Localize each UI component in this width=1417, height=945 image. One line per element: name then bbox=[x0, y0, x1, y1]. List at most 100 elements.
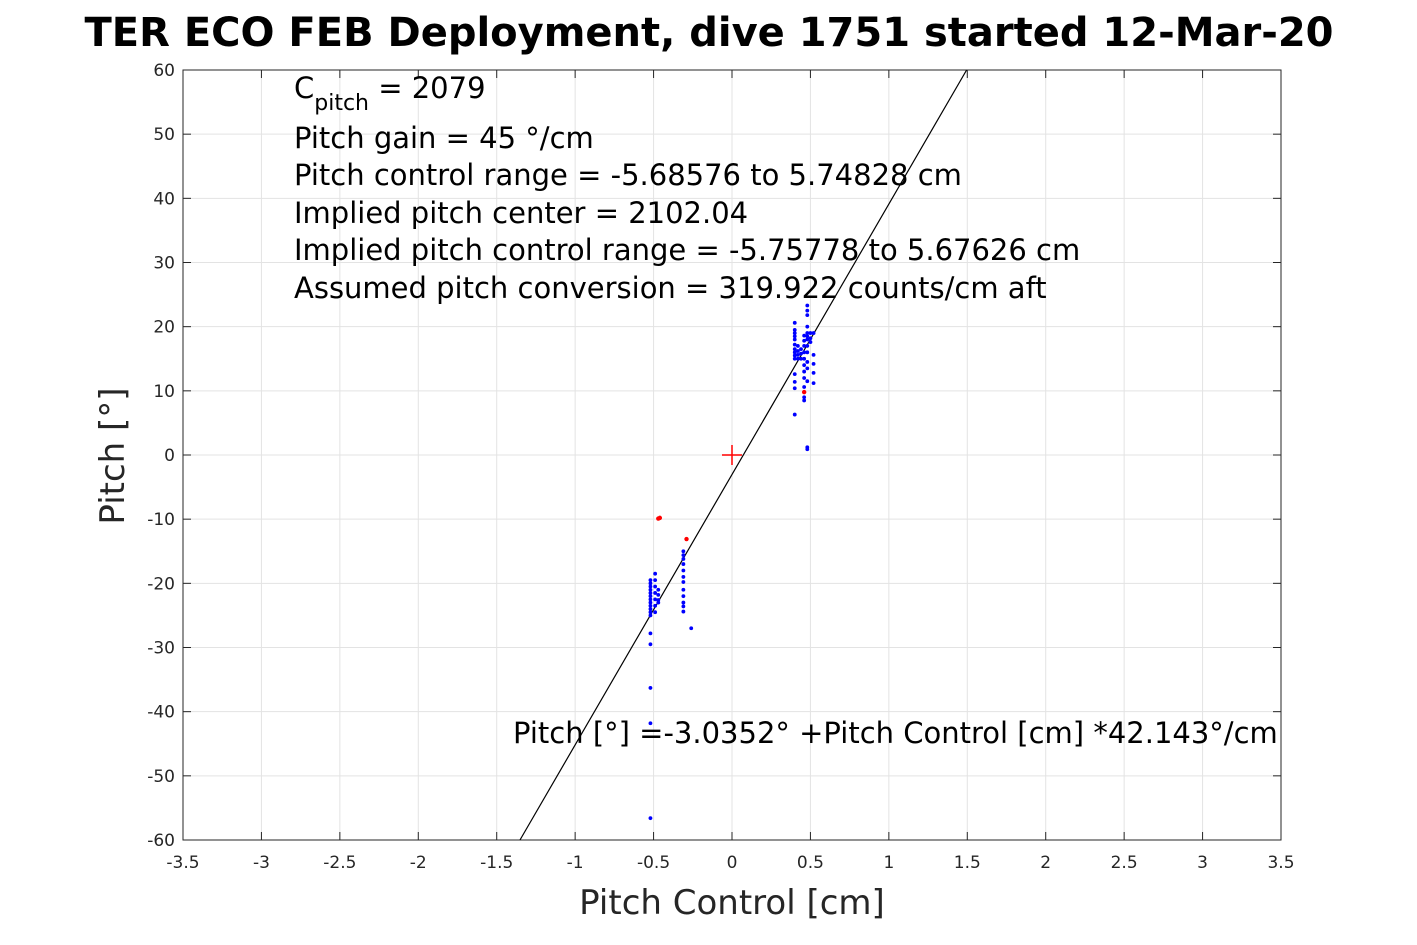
y-tick-label: 40 bbox=[153, 189, 175, 209]
y-tick-label: 30 bbox=[153, 254, 175, 274]
c-pitch-symbol: C bbox=[294, 71, 314, 105]
data-point bbox=[802, 369, 807, 374]
data-point bbox=[811, 361, 816, 366]
x-tick-label: 0.5 bbox=[797, 853, 824, 873]
data-point bbox=[648, 584, 653, 589]
x-tick-label: -2.5 bbox=[323, 853, 356, 873]
x-tick-labels: -3.5 -3 -2.5 -2 -1.5 -1 -0.5 0 0.5 1 1.5 2 2.5 3 3.5 bbox=[166, 853, 1294, 873]
data-point bbox=[653, 597, 658, 602]
data-point bbox=[805, 334, 810, 339]
data-point bbox=[653, 603, 658, 608]
data-point bbox=[653, 591, 658, 595]
data-point bbox=[808, 336, 813, 341]
annotation-control-range: Pitch control range = -5.68576 to 5.7482… bbox=[294, 158, 962, 192]
data-point bbox=[648, 631, 653, 636]
data-point bbox=[802, 395, 807, 400]
data-point bbox=[681, 587, 686, 592]
data-point bbox=[795, 353, 800, 357]
info-annotations: Cpitch = 2079 Pitch gain = 45 °/cm Pitch… bbox=[294, 71, 1080, 305]
y-tick-label: -40 bbox=[147, 703, 175, 723]
annotation-pitch-gain: Pitch gain = 45 °/cm bbox=[294, 121, 594, 155]
fit-line bbox=[519, 69, 968, 841]
data-point bbox=[811, 331, 816, 335]
data-point bbox=[805, 344, 810, 348]
data-point bbox=[802, 356, 807, 361]
x-tick-label: 2 bbox=[1040, 853, 1051, 873]
data-point bbox=[648, 686, 653, 690]
data-point bbox=[681, 609, 686, 614]
x-tick-label: -2 bbox=[410, 853, 427, 873]
data-point bbox=[656, 587, 661, 592]
data-point bbox=[648, 607, 653, 611]
x-tick-label: 1.5 bbox=[954, 853, 981, 873]
data-point bbox=[811, 381, 816, 386]
data-point bbox=[681, 604, 686, 609]
flagged-data-point bbox=[801, 389, 807, 395]
data-point bbox=[805, 308, 810, 313]
data-point bbox=[799, 351, 803, 356]
annotation-pitch-center: Implied pitch center = 2102.04 bbox=[294, 196, 748, 230]
y-tick-label: 0 bbox=[164, 446, 175, 466]
data-point bbox=[805, 447, 810, 452]
y-tick-label: 20 bbox=[153, 318, 175, 338]
data-point bbox=[653, 584, 658, 589]
data-point bbox=[795, 344, 800, 348]
x-tick-label: -3.5 bbox=[166, 853, 199, 873]
data-point bbox=[648, 581, 653, 586]
data-point bbox=[802, 376, 807, 380]
flagged-data-point bbox=[657, 515, 663, 521]
data-point bbox=[802, 398, 807, 403]
y-axis-label: Pitch [°] bbox=[93, 387, 133, 524]
data-point bbox=[681, 600, 686, 605]
annotation-c-pitch: Cpitch = 2079 bbox=[294, 71, 486, 116]
data-point bbox=[648, 613, 653, 618]
data-point bbox=[653, 571, 658, 576]
data-point bbox=[811, 370, 816, 375]
y-tick-labels: 60 50 40 30 20 10 0 -10 -20 -30 -40 -50 -60 bbox=[147, 61, 175, 851]
data-point bbox=[802, 363, 807, 368]
data-point bbox=[656, 600, 661, 605]
data-point bbox=[681, 580, 686, 584]
data-point bbox=[792, 386, 797, 391]
data-point bbox=[805, 331, 810, 335]
data-point bbox=[792, 412, 797, 417]
c-pitch-value: = 2079 bbox=[369, 71, 486, 105]
data-point bbox=[802, 350, 807, 355]
y-tick-label: -60 bbox=[147, 831, 175, 851]
data-point bbox=[795, 349, 800, 353]
data-point bbox=[802, 344, 807, 348]
data-point bbox=[805, 337, 810, 342]
data-point bbox=[648, 591, 653, 595]
data-point bbox=[648, 600, 653, 605]
data-point bbox=[648, 610, 653, 615]
flagged-data-point bbox=[684, 536, 689, 542]
data-point bbox=[792, 320, 797, 325]
data-point bbox=[648, 816, 653, 821]
x-tick-label: -1 bbox=[567, 853, 584, 873]
data-point bbox=[802, 333, 807, 338]
data-point bbox=[653, 610, 658, 615]
data-point bbox=[648, 642, 653, 647]
data-point bbox=[805, 366, 810, 371]
data-point bbox=[681, 562, 686, 566]
data-point bbox=[681, 575, 686, 579]
data-point bbox=[792, 350, 797, 355]
annotation-implied-range: Implied pitch control range = -5.75778 t… bbox=[294, 233, 1080, 267]
data-point bbox=[792, 327, 797, 332]
x-axis-label: Pitch Control [cm] bbox=[579, 883, 885, 923]
data-point bbox=[802, 338, 807, 343]
c-pitch-subscript: pitch bbox=[314, 91, 369, 116]
data-point bbox=[792, 331, 797, 335]
x-tick-label: 3.5 bbox=[1267, 853, 1294, 873]
x-tick-label: 0 bbox=[727, 853, 738, 873]
data-point bbox=[805, 379, 810, 384]
data-point bbox=[799, 347, 803, 352]
x-tick-label: 3 bbox=[1197, 853, 1208, 873]
data-point bbox=[792, 353, 797, 358]
fit-equation: Pitch [°] =-3.0352° +Pitch Control [cm] … bbox=[513, 716, 1278, 750]
y-tick-label: 50 bbox=[153, 125, 175, 145]
chart-title: TER ECO FEB Deployment, dive 1751 starte… bbox=[84, 10, 1333, 56]
center-marker bbox=[722, 445, 742, 465]
data-point bbox=[808, 331, 813, 335]
